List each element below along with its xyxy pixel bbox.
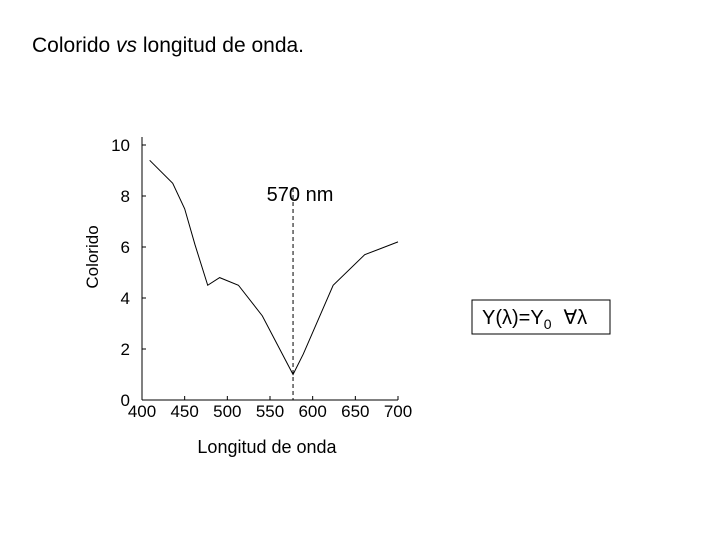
annotation-box — [471, 299, 611, 335]
x-tick-label: 550 — [256, 402, 284, 421]
x-tick-label: 450 — [170, 402, 198, 421]
title-part: Colorido — [32, 34, 116, 57]
x-axis-label: Longitud de onda — [197, 437, 337, 457]
reference-label: 570 nm — [267, 184, 334, 206]
x-tick-label: 700 — [384, 402, 412, 421]
y-tick-label: 6 — [121, 238, 130, 257]
y-tick-label: 10 — [111, 136, 130, 155]
annotation-suffix: ∀λ — [563, 307, 587, 329]
x-tick-label: 650 — [341, 402, 369, 421]
x-tick-label: 500 — [213, 402, 241, 421]
y-tick-label: 0 — [121, 391, 130, 410]
annotation-subscript: 0 — [544, 316, 552, 332]
x-tick-label: 600 — [298, 402, 326, 421]
x-tick-label: 400 — [128, 402, 156, 421]
data-line — [149, 159, 399, 376]
y-tick-label: 4 — [121, 289, 130, 308]
y-tick-label: 8 — [121, 187, 130, 206]
title-part: vs — [116, 34, 138, 57]
annotation-main: Y(λ)=Y — [482, 307, 544, 329]
annotation: Y(λ)=Y0 ∀λ — [482, 307, 587, 332]
chart-title: Colorido vs longitud de onda. — [32, 34, 304, 57]
y-axis-label: Colorido — [83, 225, 102, 288]
title-part: longitud de onda. — [137, 34, 304, 57]
y-tick-label: 2 — [121, 340, 130, 359]
